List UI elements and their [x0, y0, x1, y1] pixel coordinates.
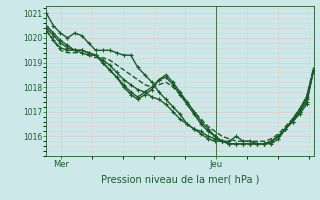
X-axis label: Pression niveau de la mer( hPa ): Pression niveau de la mer( hPa ): [101, 175, 259, 185]
